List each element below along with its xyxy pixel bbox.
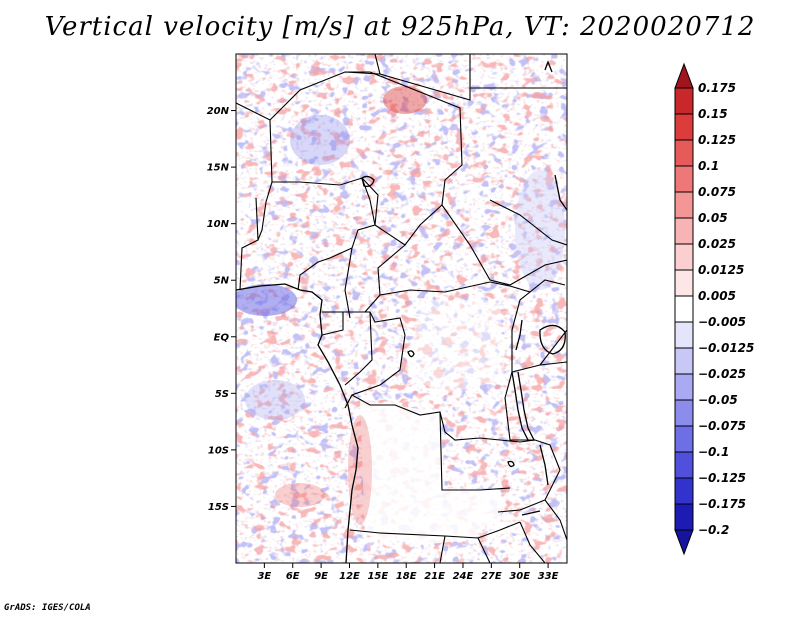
colorbar-swatch [674,113,694,141]
colorbar-swatch [674,243,694,271]
colorbar-swatch [674,425,694,453]
lon-tick-label: 9E [314,571,328,582]
colorbar-swatch [674,165,694,193]
colorbar-label: −0.075 [698,419,746,433]
colorbar-swatch [674,477,694,505]
colorbar-label: 0.0125 [698,263,744,277]
colorbar-label: −0.2 [698,523,729,537]
colorbar-label: 0.075 [698,185,736,199]
lon-tick-label: 6E [286,571,300,582]
latitude-axis: 20N 15N 10N 5N EQ 5S 10S 15S [207,106,236,513]
lat-tick-label: 15S [208,502,229,513]
colorbar-label: −0.175 [698,497,746,511]
country-boundaries [236,54,567,563]
colorbar-swatch [674,451,694,479]
map-frame [235,53,568,564]
colorbar-label: 0.005 [698,289,736,303]
colorbar-label: 0.05 [698,211,728,225]
colorbar-label: −0.0125 [698,341,754,355]
colorbar-label: −0.005 [698,315,746,329]
colorbar-top-extend [674,62,694,89]
colorbar-swatch [674,347,694,375]
lat-tick-label: 20N [207,106,230,117]
colorbar-swatch [674,295,694,323]
lon-tick-label: 33E [538,571,559,582]
lon-tick-label: 3E [257,571,271,582]
lat-tick-label: 5S [215,389,229,400]
colorbar-swatch [674,269,694,297]
colorbar-swatch [674,217,694,245]
lon-tick-label: 12E [339,571,360,582]
colorbar-legend: 0.175 0.15 0.125 0.1 0.075 0.05 0.025 0.0125 0.0… [674,62,754,556]
map-title: Vertical velocity [m/s] at 925hPa, VT: 2… [44,12,756,42]
colorbar-swatch [674,399,694,427]
colorbar-swatch [674,191,694,219]
colorbar-swatch [674,373,694,401]
lon-tick-label: 21E [424,571,445,582]
colorbar-label: −0.025 [698,367,746,381]
longitude-axis: 3E 6E 9E 12E 15E 18E 21E 24E 27E 30E 33E [257,563,559,582]
colorbar-swatch [674,87,694,115]
colorbar-label: −0.1 [698,445,729,459]
grads-credit: GrADS: IGES/COLA [4,603,91,613]
velocity-field [236,54,567,563]
colorbar-bottom-extend [674,529,694,556]
colorbar-swatch [674,321,694,349]
lat-tick-label: EQ [214,332,230,343]
lat-tick-label: 10N [207,219,230,230]
colorbar-label: −0.125 [698,471,746,485]
colorbar-label: 0.125 [698,133,736,147]
colorbar-label: 0.025 [698,237,736,251]
lon-tick-label: 27E [481,571,502,582]
lon-tick-label: 30E [509,571,530,582]
colorbar-label: 0.15 [698,107,728,121]
lon-tick-label: 18E [396,571,417,582]
lat-tick-label: 5N [214,276,230,287]
lat-tick-label: 10S [208,445,229,456]
colorbar-label: 0.1 [698,159,719,173]
lon-tick-label: 15E [367,571,388,582]
colorbar-swatch [674,503,694,531]
colorbar-label: 0.175 [698,81,736,95]
coastlines-and-lakes [236,60,567,563]
colorbar-swatch [674,139,694,167]
lon-tick-label: 24E [453,571,474,582]
colorbar-label: −0.05 [698,393,738,407]
lat-tick-label: 15N [207,163,230,174]
